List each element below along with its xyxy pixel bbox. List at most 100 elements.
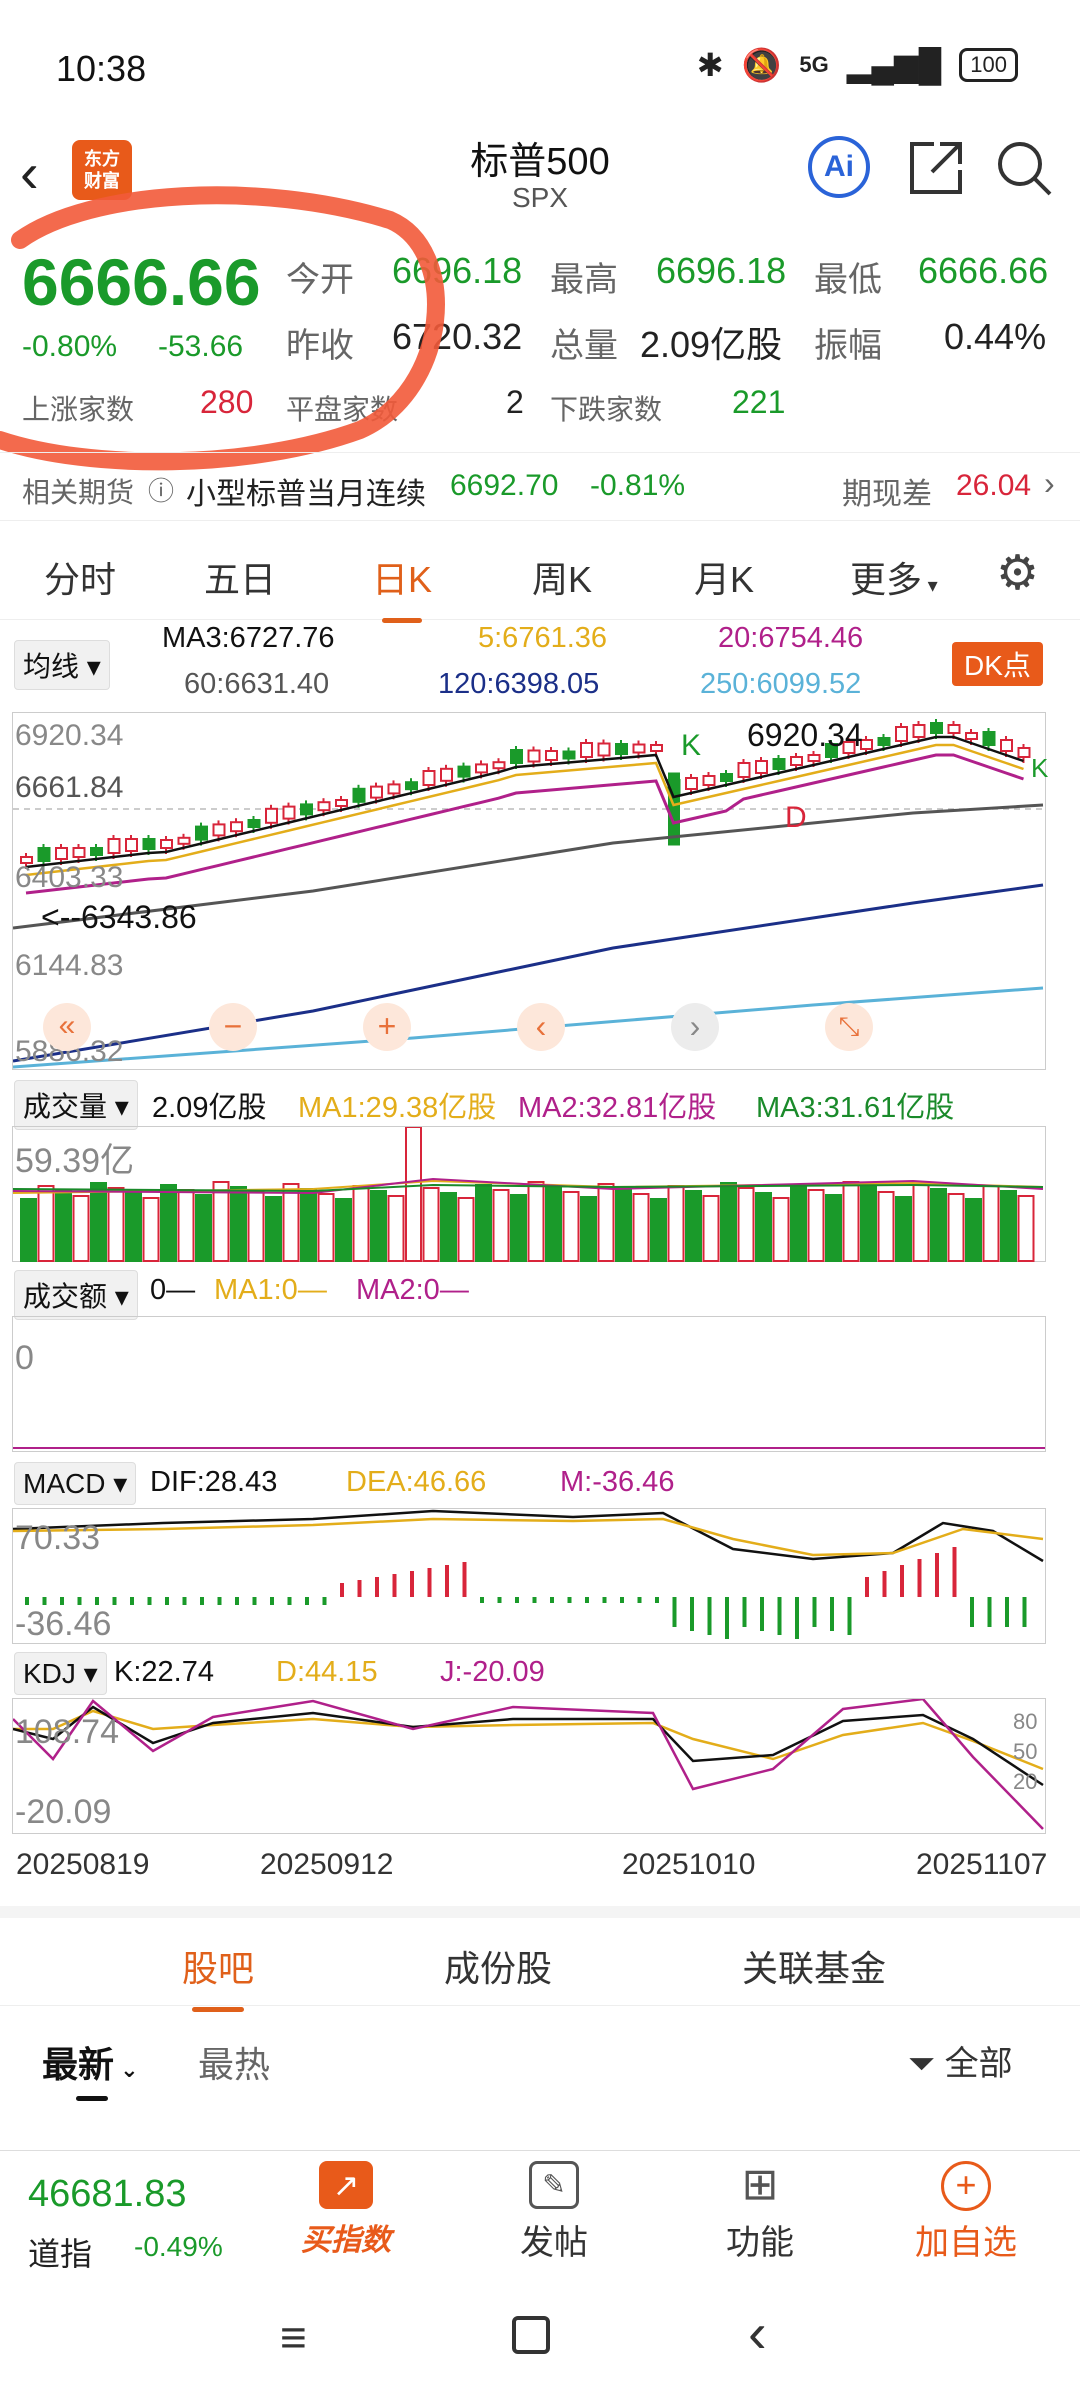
kdj-chart[interactable]: 108.74 -20.09 80 50 20 (12, 1697, 1046, 1834)
candle (842, 741, 856, 754)
tab-related-funds[interactable]: 关联基金 (742, 1948, 887, 1989)
filter-hot[interactable]: 最热 (198, 2044, 271, 2085)
kline-chart[interactable]: 6920.34 6661.84 6403.33 6144.83 5886.32 … (12, 712, 1049, 1070)
volume-ma1: MA1:29.38亿股 (298, 1092, 497, 1124)
candle (912, 724, 926, 738)
home-icon[interactable] (512, 2316, 550, 2354)
volume-bar (965, 1198, 982, 1262)
volume-chart[interactable]: 59.39亿 (12, 1126, 1046, 1262)
volume-bar (930, 1188, 947, 1262)
volume-bar (300, 1188, 317, 1262)
fullscreen-icon[interactable]: ⤡ (825, 1003, 873, 1051)
volume-selector[interactable]: 成交量 ▾ (14, 1080, 138, 1130)
volume-bar (440, 1192, 457, 1262)
candle (877, 737, 891, 746)
volume-bar (685, 1190, 702, 1262)
volume-bar (457, 1197, 475, 1262)
amplitude-label: 振幅 (814, 327, 882, 365)
kdj-selector[interactable]: KDJ ▾ (14, 1652, 107, 1695)
tab-five-day[interactable]: 五日 (204, 559, 277, 600)
kdj-axis-top: 108.74 (15, 1713, 119, 1751)
annotation-circle (0, 186, 445, 471)
amount-baseline (13, 1447, 1045, 1449)
candle (475, 763, 488, 774)
share-icon[interactable] (906, 138, 966, 198)
back-button[interactable]: ‹ (20, 141, 39, 204)
zoom-out-icon[interactable]: − (209, 1003, 257, 1051)
tab-weekly-k[interactable]: 周K (532, 559, 593, 600)
scroll-right-icon[interactable]: › (671, 1003, 719, 1051)
volume-bar (20, 1198, 37, 1262)
tab-monthly-k[interactable]: 月K (694, 559, 755, 600)
k-marker-2: K (1031, 753, 1049, 783)
dow-name: 道指 (28, 2236, 93, 2272)
amount-chart[interactable]: 0 (12, 1316, 1046, 1452)
status-bar: 10:38 ✱ 🔕 5G ▂▄▆█ 100 (0, 0, 1080, 130)
high-marker: 6920.34 (747, 717, 863, 753)
candle (580, 742, 593, 758)
tab-intraday[interactable]: 分时 (44, 559, 117, 600)
candle (895, 726, 908, 742)
ai-button[interactable]: Ai (808, 136, 870, 198)
kdj-d: D:44.15 (276, 1656, 378, 1688)
scroll-left-icon[interactable]: ‹ (517, 1003, 565, 1051)
mute-icon: 🔕 (741, 47, 782, 83)
add-circle-icon: + (941, 2161, 991, 2211)
candle (195, 825, 208, 841)
ma120-label: 120:6398.05 (438, 668, 600, 700)
volume-bar (55, 1190, 72, 1262)
dk-point-button[interactable]: DK点 (952, 642, 1043, 686)
tab-daily-k[interactable]: 日K (372, 551, 432, 623)
candle (668, 772, 680, 846)
battery-icon: 100 (959, 48, 1018, 82)
futures-row[interactable]: 相关期货 ⓘ 小型标普当月连续 6692.70 -0.81% 期现差 26.04… (0, 452, 1080, 520)
back-nav-icon[interactable]: ‹ (748, 2301, 767, 2364)
filter-all[interactable]: ⏷ 全部 (908, 2045, 1013, 2083)
candle (160, 839, 173, 849)
amount-selector[interactable]: 成交额 ▾ (14, 1270, 138, 1320)
candle (1000, 739, 1013, 752)
gear-icon[interactable]: ⚙ (996, 547, 1040, 600)
info-icon[interactable]: ⓘ (148, 476, 175, 506)
low-value: 6666.66 (918, 250, 1049, 291)
filter-icon: ⏷ (908, 2045, 936, 2083)
nav-buy-index[interactable]: ↗ 买指数 (296, 2161, 396, 2259)
ma-selector[interactable]: 均线 ▾ (14, 640, 110, 690)
kdj-j: J:-20.09 (440, 1656, 545, 1688)
macd-dif-line (12, 1509, 1044, 1563)
down-count: 221 (732, 384, 786, 420)
tab-more[interactable]: 更多 ▾ (850, 559, 938, 600)
volume-bar (142, 1197, 160, 1262)
candle (352, 787, 366, 803)
kdj-j-line (12, 1697, 1044, 1830)
filter-latest[interactable]: 最新 ⌄ (42, 2044, 139, 2085)
open-label: 今开 (286, 261, 354, 299)
menu-icon[interactable]: ≡ (280, 2311, 307, 2363)
search-icon[interactable] (994, 138, 1054, 198)
volume-bar (492, 1189, 510, 1262)
volume-bar (195, 1194, 212, 1262)
volume-bar (160, 1184, 177, 1262)
volume-bar (352, 1185, 370, 1262)
volume-bar (317, 1193, 335, 1262)
candle (55, 847, 68, 860)
macd-chart[interactable]: 70.33 -36.46 (12, 1508, 1046, 1644)
tab-forum[interactable]: 股吧 (182, 1940, 254, 2012)
amount-axis-zero: 0 (15, 1339, 34, 1377)
tab-constituents[interactable]: 成份股 (444, 1948, 553, 1989)
macd-axis-bottom: -36.46 (15, 1605, 112, 1643)
candle (247, 819, 261, 828)
volume-bar (177, 1189, 195, 1262)
dow-price[interactable]: 46681.83 (28, 2173, 187, 2215)
ma3-label: MA3:6727.76 (162, 622, 335, 654)
candle (422, 770, 436, 786)
nav-post[interactable]: ✎ 发帖 (504, 2161, 604, 2264)
page-title: 标普500 (470, 141, 610, 183)
candle (387, 783, 401, 795)
nav-add-watchlist[interactable]: + 加自选 (906, 2161, 1026, 2264)
nav-features[interactable]: ⊞ 功能 (710, 2161, 810, 2264)
scroll-left-fast-icon[interactable]: « (43, 1003, 91, 1051)
zoom-in-icon[interactable]: + (363, 1003, 411, 1051)
macd-selector[interactable]: MACD ▾ (14, 1462, 137, 1505)
candle (230, 821, 243, 833)
